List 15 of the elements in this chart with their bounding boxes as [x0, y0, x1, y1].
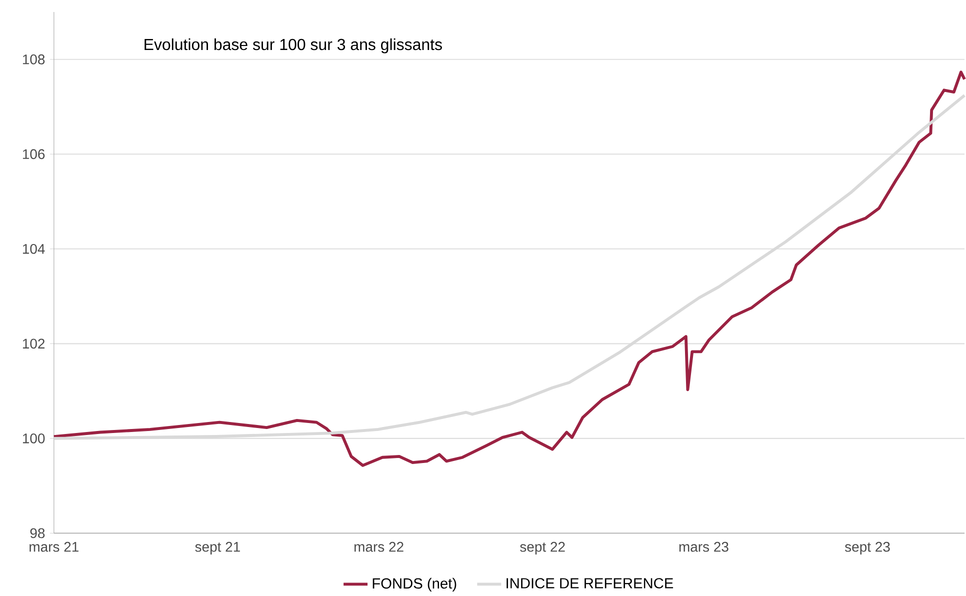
- y-tick-label: 98: [30, 528, 45, 538]
- y-tick-label: 108: [22, 54, 45, 64]
- y-tick-label: 106: [22, 149, 45, 160]
- legend-label: INDICE DE REFERENCE: [506, 578, 674, 589]
- x-tick-label: mars 22: [354, 542, 404, 552]
- x-tick-label: sept 23: [844, 542, 890, 555]
- y-tick-label: 102: [22, 338, 45, 349]
- y-tick-label: 100: [22, 434, 45, 444]
- x-tick-label: mars 23: [679, 542, 728, 552]
- x-tick-label: sept 22: [520, 542, 565, 555]
- legend-label: FONDS (net): [372, 578, 456, 592]
- text: Evolution base sur 100 sur 3 ans glissants: [144, 38, 442, 54]
- x-tick-label: sept 21: [195, 542, 240, 555]
- y-tick-label: 104: [22, 244, 45, 254]
- x-tick-label: mars 21: [30, 542, 78, 552]
